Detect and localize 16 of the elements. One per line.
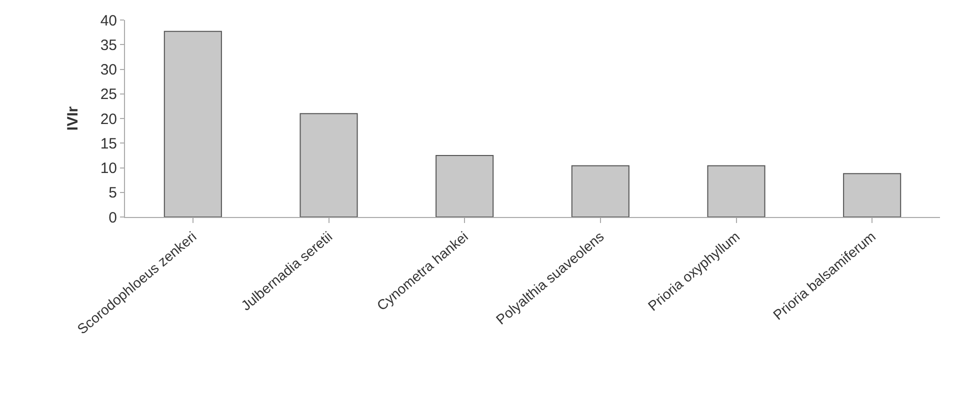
bar bbox=[843, 173, 902, 217]
bar bbox=[164, 30, 222, 217]
y-tick-label: 25 bbox=[100, 86, 117, 104]
y-tick-label: 15 bbox=[100, 135, 117, 152]
bar bbox=[571, 165, 630, 217]
y-tick-label: 10 bbox=[100, 160, 117, 177]
bar bbox=[707, 165, 766, 217]
y-axis-title: IVIr bbox=[64, 106, 82, 131]
y-tick-label: 35 bbox=[100, 36, 117, 54]
y-tick-label: 5 bbox=[108, 184, 117, 202]
bar bbox=[436, 154, 494, 217]
y-tick-label: 30 bbox=[100, 62, 117, 78]
y-tick-label: 20 bbox=[100, 110, 117, 128]
y-tick-label: 0 bbox=[108, 209, 117, 226]
y-tick-label: 40 bbox=[100, 12, 117, 30]
bar bbox=[300, 113, 358, 217]
